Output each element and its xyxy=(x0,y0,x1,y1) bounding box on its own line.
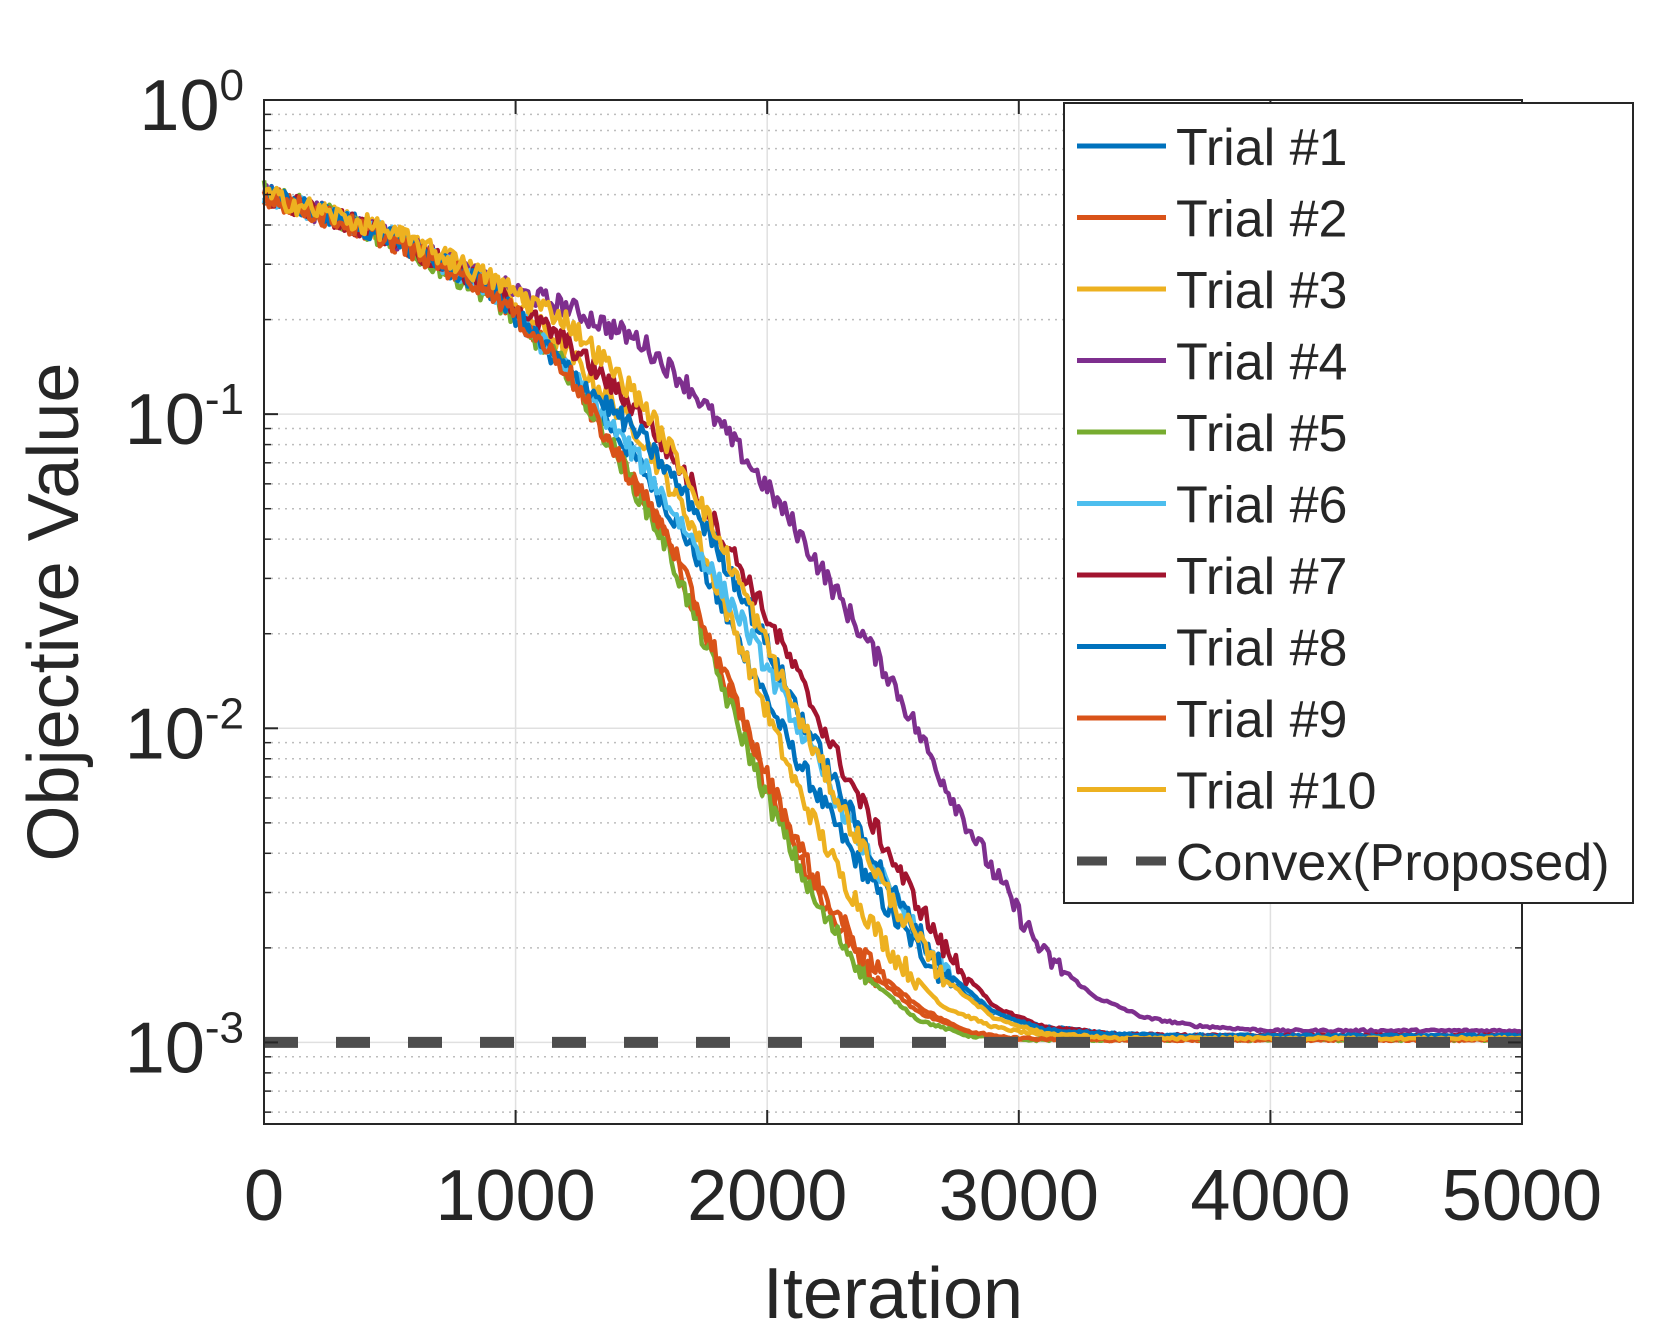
x-tick-label: 0 xyxy=(244,1156,284,1236)
legend-label: Trial #5 xyxy=(1176,405,1347,463)
y-tick-base: 10 xyxy=(125,1008,205,1088)
legend-label: Trial #1 xyxy=(1176,119,1347,177)
legend-label: Trial #8 xyxy=(1176,620,1347,678)
series-line-trial-10 xyxy=(262,185,1523,1042)
y-tick-label: 100 xyxy=(139,61,244,146)
legend: Trial #1 Trial #2 Trial #3 Trial #4 Trial #5… xyxy=(1063,102,1634,904)
y-tick-exponent: 0 xyxy=(220,61,244,110)
legend-label: Trial #6 xyxy=(1176,477,1347,535)
legend-label: Trial #9 xyxy=(1176,691,1347,749)
x-tick-label: 5000 xyxy=(1442,1156,1602,1236)
y-tick-base: 10 xyxy=(125,694,205,774)
series-layer xyxy=(261,180,1524,1048)
y-tick-exponent: -1 xyxy=(205,375,244,424)
legend-label: Trial #10 xyxy=(1176,763,1376,821)
y-tick-exponent: -3 xyxy=(205,1003,244,1052)
x-tick-label: 4000 xyxy=(1190,1156,1350,1236)
legend-label: Trial #4 xyxy=(1176,334,1347,392)
legend-label: Convex(Proposed) xyxy=(1176,834,1610,892)
x-axis-title: Iteration xyxy=(763,1254,1023,1329)
y-tick-label: 10-2 xyxy=(125,689,244,774)
y-tick-base: 10 xyxy=(125,380,205,460)
legend-label: Trial #2 xyxy=(1176,191,1347,249)
y-tick-base: 10 xyxy=(139,66,219,146)
y-tick-label: 10-3 xyxy=(125,1003,244,1088)
x-tick-label: 2000 xyxy=(687,1156,847,1236)
x-tick-labels: 0 1000 2000 3000 4000 5000 xyxy=(244,1156,1602,1236)
x-tick-label: 1000 xyxy=(436,1156,596,1236)
y-tick-label: 10-1 xyxy=(125,375,244,460)
y-tick-exponent: -2 xyxy=(205,689,244,738)
x-tick-label: 3000 xyxy=(939,1156,1099,1236)
y-axis-title: Objective Value xyxy=(14,363,94,862)
legend-label: Trial #3 xyxy=(1176,262,1347,320)
legend-label: Trial #7 xyxy=(1176,548,1347,606)
